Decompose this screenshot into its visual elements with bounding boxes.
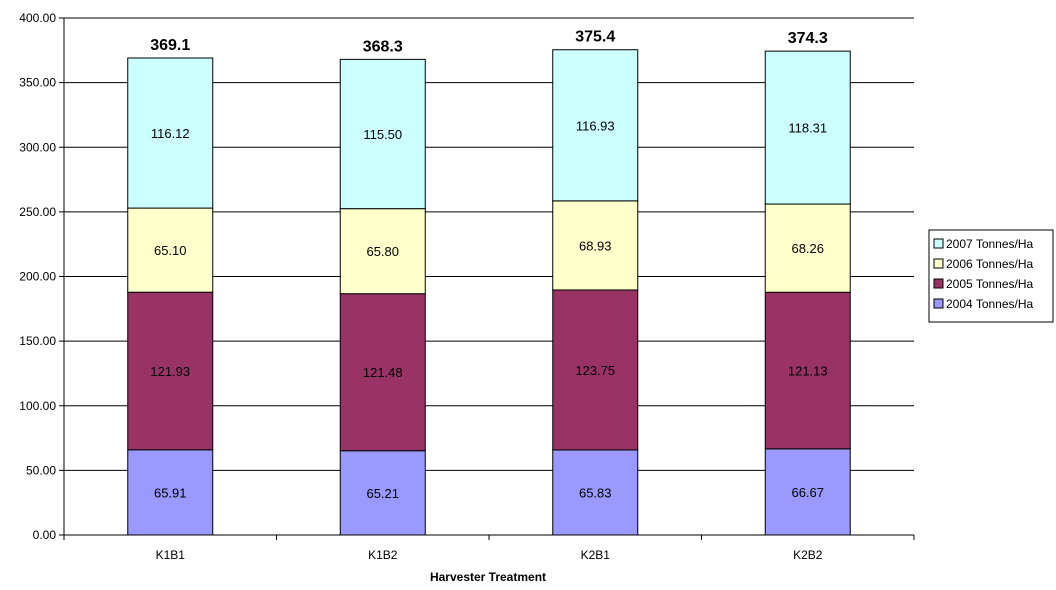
y-tick-label: 250.00 (19, 205, 56, 219)
data-label: 68.26 (791, 241, 824, 256)
legend-label: 2006 Tonnes/Ha (946, 257, 1034, 271)
bar-segment (127, 291, 214, 451)
y-tick-label: 200.00 (19, 270, 56, 284)
y-tick-label: 0.00 (33, 528, 57, 542)
bar-segment (552, 289, 639, 451)
bar-segment (552, 49, 639, 202)
x-tick-label: K1B2 (368, 548, 398, 562)
legend-label: 2007 Tonnes/Ha (946, 237, 1034, 251)
legend-swatch (933, 238, 944, 249)
bars: 65.91 121.93 65.10 116.12 369.1 65.21 121.48 65… (127, 29, 851, 536)
legend-label: 2004 Tonnes/Ha (946, 297, 1034, 311)
x-tick-label: K2B2 (793, 548, 823, 562)
legend-label: 2005 Tonnes/Ha (946, 277, 1034, 291)
data-label: 68.93 (579, 238, 612, 253)
total-label: 375.4 (575, 29, 615, 46)
y-tick-label: 300.00 (19, 140, 56, 154)
bar-segment (764, 203, 851, 293)
y-tick-label: 150.00 (19, 334, 56, 348)
legend-swatch (933, 298, 944, 309)
bar-segment (339, 293, 426, 452)
x-tick-label: K1B1 (156, 548, 186, 562)
y-tick-label: 50.00 (26, 463, 56, 477)
tick-labels: 0.00 50.00 100.00 150.00 200.00 250.00 300.00 3… (19, 11, 822, 562)
data-label: 65.80 (366, 244, 399, 259)
legend-swatch (933, 278, 944, 289)
bar-segment (552, 200, 639, 291)
x-tick-label: K2B1 (581, 548, 611, 562)
data-label: 121.13 (788, 364, 828, 379)
bar-segment (339, 450, 426, 536)
bar-segment (127, 449, 214, 536)
data-label: 65.83 (579, 485, 612, 500)
bar-segment (127, 57, 214, 209)
y-tick-label: 100.00 (19, 399, 56, 413)
data-label: 118.31 (788, 121, 827, 136)
bar-segment (127, 207, 214, 293)
total-label: 369.1 (150, 37, 190, 54)
data-label: 121.93 (150, 364, 190, 379)
legend: 2007 Tonnes/Ha 2006 Tonnes/Ha 2005 Tonnes/… (928, 229, 1054, 323)
data-label: 116.12 (151, 126, 190, 141)
legend-box (928, 229, 1054, 323)
data-label: 65.10 (154, 243, 187, 258)
legend-swatch (933, 258, 944, 269)
data-label: 66.67 (791, 485, 824, 500)
data-label: 116.93 (576, 118, 615, 133)
total-label: 368.3 (363, 38, 403, 55)
axes (59, 17, 915, 540)
x-axis-title: Harvester Treatment (430, 570, 546, 584)
data-label: 65.21 (366, 486, 399, 501)
total-label: 374.3 (788, 30, 828, 47)
data-label: 123.75 (575, 363, 615, 378)
data-label: 115.50 (363, 127, 402, 142)
y-tick-label: 400.00 (19, 11, 56, 25)
bar-segment (339, 58, 426, 210)
data-label: 65.91 (154, 485, 187, 500)
y-tick-label: 350.00 (19, 76, 56, 90)
bar-segment (764, 50, 851, 205)
data-label: 121.48 (363, 365, 403, 380)
